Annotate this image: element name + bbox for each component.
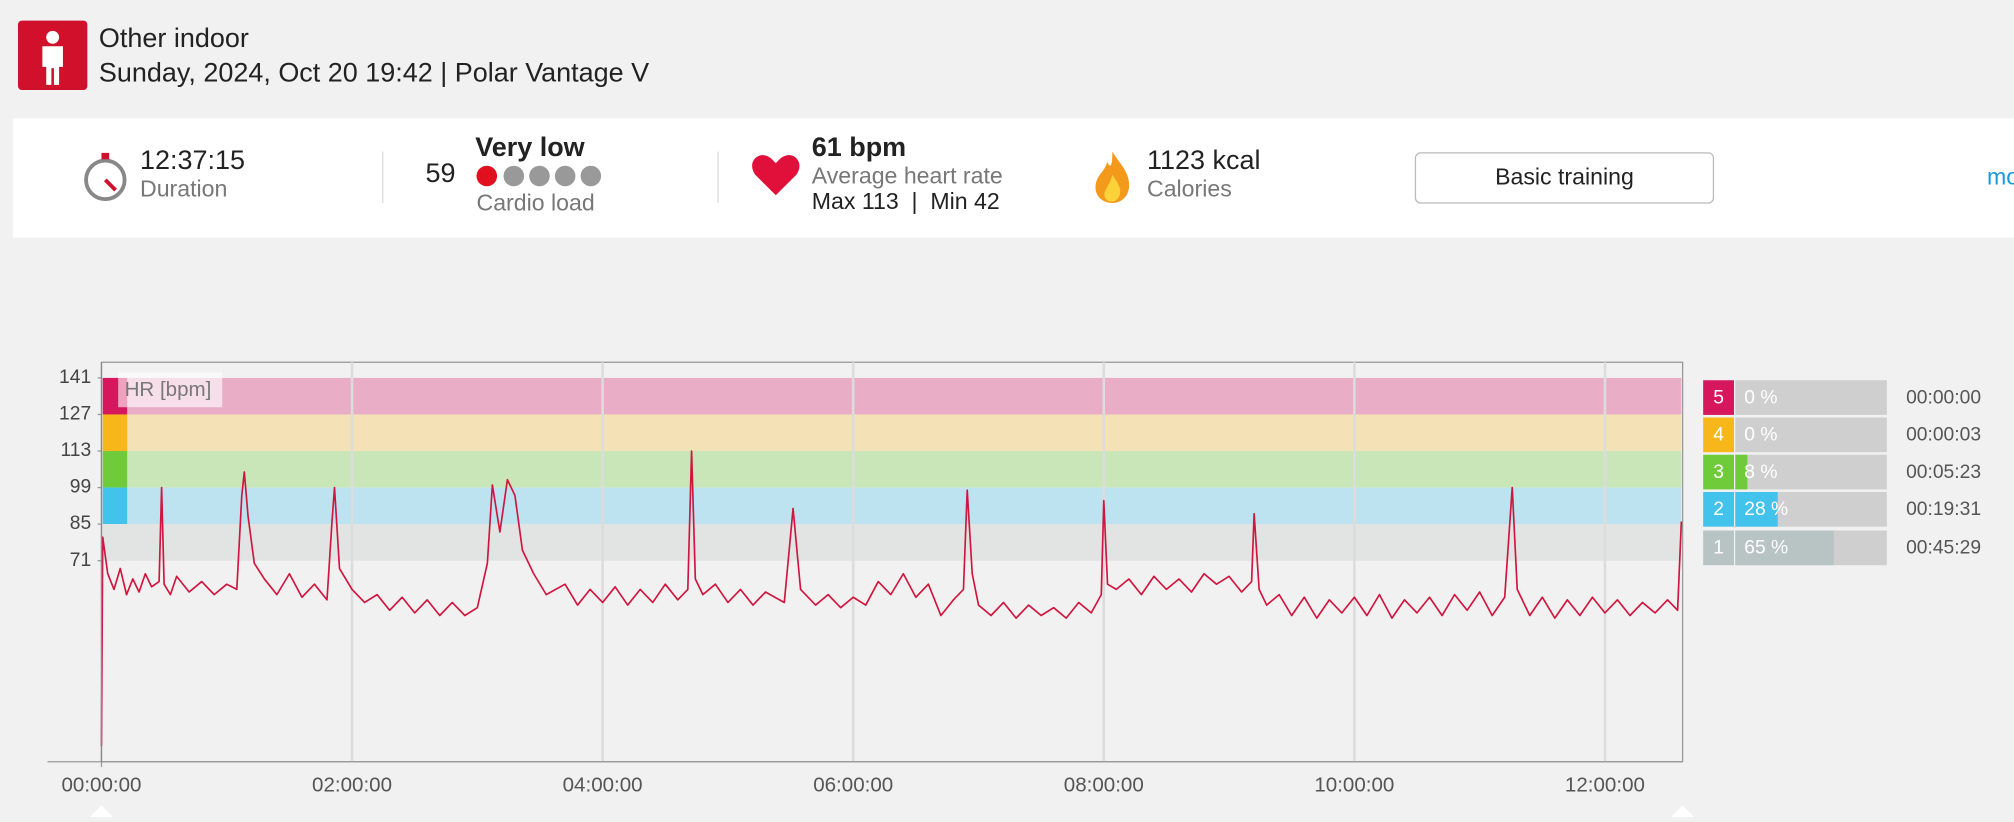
zone-time: 00:00:03 xyxy=(1906,425,1981,446)
zone-bar xyxy=(1735,491,1778,527)
x-tick-label: 00:00:00 xyxy=(61,774,141,797)
zone-number: 3 xyxy=(1713,462,1724,483)
training-button-label[interactable]: Basic training xyxy=(1495,164,1634,190)
y-tick-label: 71 xyxy=(70,550,91,571)
zone-bar-bg xyxy=(1735,380,1887,415)
zone-time: 00:00:00 xyxy=(1906,387,1981,408)
icon-body xyxy=(42,46,63,85)
y-tick-label: 141 xyxy=(59,367,91,388)
zone-time: 00:05:23 xyxy=(1906,462,1981,483)
duration-label: Duration xyxy=(140,175,227,201)
x-tick-label: 02:00:00 xyxy=(312,774,392,797)
zone-strip xyxy=(102,487,128,525)
zone-band xyxy=(102,487,1682,525)
range-handle[interactable] xyxy=(1671,805,1695,817)
heart-rate: 61 bpm xyxy=(812,132,906,162)
heart-rate-range: Max 113 | Min 42 xyxy=(812,188,1000,214)
zone-percent: 65 % xyxy=(1744,538,1788,559)
cardio-level: Very low xyxy=(475,132,585,162)
heart-icon xyxy=(752,155,800,196)
y-tick-label: 127 xyxy=(59,404,91,425)
zone-percent: 8 % xyxy=(1744,462,1777,483)
load-dot xyxy=(580,165,602,187)
stopwatch-hand xyxy=(103,178,117,192)
y-axis-label: HR [bpm] xyxy=(125,378,212,401)
x-tick-label: 12:00:00 xyxy=(1565,774,1645,797)
stopwatch-icon xyxy=(84,158,127,202)
x-tick-label: 08:00:00 xyxy=(1064,774,1144,797)
heart-rate-label: Average heart rate xyxy=(812,162,1003,188)
zone-number: 1 xyxy=(1713,538,1724,559)
y-tick-label: 99 xyxy=(70,477,91,498)
zone-percent: 28 % xyxy=(1744,499,1788,520)
zone-number-box xyxy=(1703,530,1734,566)
calories: 1123 kcal xyxy=(1147,145,1260,175)
zone-number-box xyxy=(1703,417,1734,453)
x-tick-label: 06:00:00 xyxy=(813,774,893,797)
load-dot xyxy=(476,165,498,187)
stopwatch-button xyxy=(101,152,110,160)
zone-percent: 0 % xyxy=(1744,425,1777,446)
more-link[interactable]: mo xyxy=(1987,164,2014,190)
load-dot xyxy=(529,165,550,187)
calories-label: Calories xyxy=(1147,175,1232,201)
hr-chart: 71 85 99 113 127 141 00:00:00 02:00:00 04:00:00 0… xyxy=(47,362,1981,797)
zone-strip xyxy=(102,414,128,452)
icon-head xyxy=(46,30,60,44)
zone-number: 5 xyxy=(1713,387,1724,408)
y-label-box xyxy=(118,372,223,408)
zone-time: 00:45:29 xyxy=(1906,538,1981,559)
load-dot xyxy=(554,165,576,187)
zone-time: 00:19:31 xyxy=(1906,499,1981,520)
zone-bar-bg xyxy=(1735,417,1887,453)
activity-subtitle: Sunday, 2024, Oct 20 19:42 | Polar Vanta… xyxy=(99,58,649,88)
zone-band xyxy=(102,377,1682,415)
zone-band xyxy=(102,414,1682,452)
range-handle[interactable] xyxy=(89,805,114,817)
hr-line xyxy=(100,450,1683,747)
zone-band xyxy=(102,451,1682,488)
x-tick-label: 10:00:00 xyxy=(1314,774,1394,797)
zone-number: 4 xyxy=(1713,425,1724,446)
training-button[interactable] xyxy=(1414,152,1715,204)
duration: 12:37:15 xyxy=(140,145,245,175)
y-tick-label: 113 xyxy=(60,440,91,461)
cardio-load: 59 xyxy=(426,158,456,188)
load-dot xyxy=(503,165,525,187)
zone-number-box xyxy=(1703,454,1734,490)
zone-number-box xyxy=(1703,380,1734,415)
y-tick-label: 85 xyxy=(70,513,91,534)
zone-strip xyxy=(102,524,128,561)
zone-strip xyxy=(102,451,128,488)
activity-title: Other indoor xyxy=(99,23,249,53)
zone-bar xyxy=(1735,530,1834,566)
zone-percent: 0 % xyxy=(1744,387,1777,408)
zone-bar xyxy=(1735,454,1748,490)
flame-core xyxy=(1104,174,1121,202)
zone-bar-bg xyxy=(1735,454,1887,490)
zone-number: 2 xyxy=(1713,499,1724,520)
cardio-label: Cardio load xyxy=(477,189,595,215)
zone-band xyxy=(102,524,1682,561)
x-tick-label: 04:00:00 xyxy=(563,774,643,797)
zone-number-box xyxy=(1703,491,1734,527)
